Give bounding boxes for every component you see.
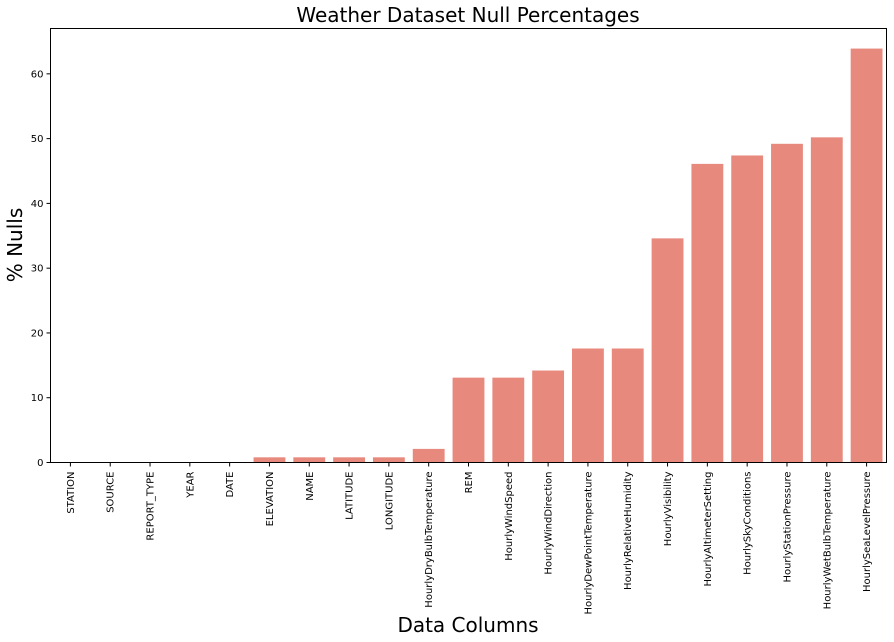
bar-hourlyvisibility (651, 238, 684, 463)
bars-group (253, 48, 883, 463)
x-tick-label: ELEVATION (265, 472, 276, 527)
x-axis-label: Data Columns (397, 613, 538, 637)
x-tick-label: REM (464, 472, 475, 494)
bar-hourlystationpressure (771, 143, 803, 463)
x-tick-label: HourlySeaLevelPressure (862, 472, 873, 593)
x-tick-label: HourlyRelativeHumidity (623, 471, 634, 590)
bar-hourlyrelativehumidity (611, 348, 644, 463)
y-tick-label: 10 (31, 393, 44, 404)
bar-hourlywetbulbtemperature (810, 137, 843, 463)
x-tick-label: HourlyWetBulbTemperature (822, 472, 833, 610)
x-tick-label: HourlyAltimeterSetting (703, 472, 714, 587)
x-tick-label: REPORT_TYPE (146, 472, 157, 541)
y-axis-ticks: 0 10 20 30 40 50 60 (31, 69, 51, 469)
x-tick-label: HourlyDewPointTemperature (583, 472, 594, 615)
bar-hourlyaltimetersetting (691, 163, 724, 463)
bar-latitude (333, 457, 365, 463)
x-tick-label: HourlyVisibility (663, 471, 674, 546)
bar-hourlydrybulbtemperature (412, 448, 445, 463)
bar-hourlydewpointtemperature (572, 348, 604, 463)
y-tick-label: 40 (31, 199, 44, 210)
x-tick-label: DATE (225, 472, 236, 498)
plot-frame (50, 28, 887, 463)
y-tick-label: 60 (31, 69, 44, 80)
x-tick-label: NAME (305, 472, 316, 501)
bar-hourlywinddirection (532, 370, 565, 463)
bar-longitude (372, 457, 405, 463)
x-tick-label: HourlySkyConditions (743, 472, 754, 575)
x-tick-label: LONGITUDE (384, 472, 395, 531)
bar-hourlyskyconditions (731, 155, 764, 463)
y-axis-label: % Nulls (3, 208, 27, 283)
y-tick-label: 0 (37, 458, 43, 469)
x-tick-label: SOURCE (106, 472, 117, 513)
x-tick-label: STATION (66, 472, 77, 514)
y-tick-label: 20 (31, 328, 44, 339)
x-tick-label: HourlyStationPressure (782, 472, 793, 583)
x-axis-ticks: STATION SOURCE REPORT_TYPE YEAR DATE ELEVATIO… (66, 462, 873, 615)
bar-rem (452, 377, 485, 463)
x-tick-label: LATITUDE (345, 472, 356, 520)
x-tick-label: HourlyWindDirection (544, 472, 555, 575)
x-tick-label: HourlyWindSpeed (504, 472, 515, 561)
y-tick-label: 30 (31, 264, 44, 275)
bar-hourlywindspeed (492, 377, 525, 463)
bar-elevation (253, 457, 286, 463)
chart-title: Weather Dataset Null Percentages (296, 3, 639, 27)
y-tick-label: 50 (31, 134, 44, 145)
bar-name (293, 457, 326, 463)
bar-hourlysealevelpressure (850, 48, 883, 463)
x-tick-label: YEAR (185, 471, 196, 498)
x-tick-label: HourlyDryBulbTemperature (424, 472, 435, 608)
